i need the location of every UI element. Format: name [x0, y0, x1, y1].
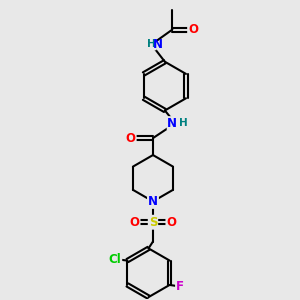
Text: Cl: Cl	[109, 253, 121, 266]
Text: H: H	[147, 40, 156, 50]
Text: N: N	[148, 195, 158, 208]
Text: F: F	[176, 280, 184, 293]
Text: O: O	[126, 132, 136, 145]
Text: S: S	[149, 216, 157, 229]
Text: H: H	[179, 118, 188, 128]
Text: O: O	[188, 23, 198, 36]
Text: N: N	[153, 38, 163, 51]
Text: O: O	[130, 216, 140, 229]
Text: O: O	[167, 216, 176, 229]
Text: N: N	[167, 117, 177, 130]
